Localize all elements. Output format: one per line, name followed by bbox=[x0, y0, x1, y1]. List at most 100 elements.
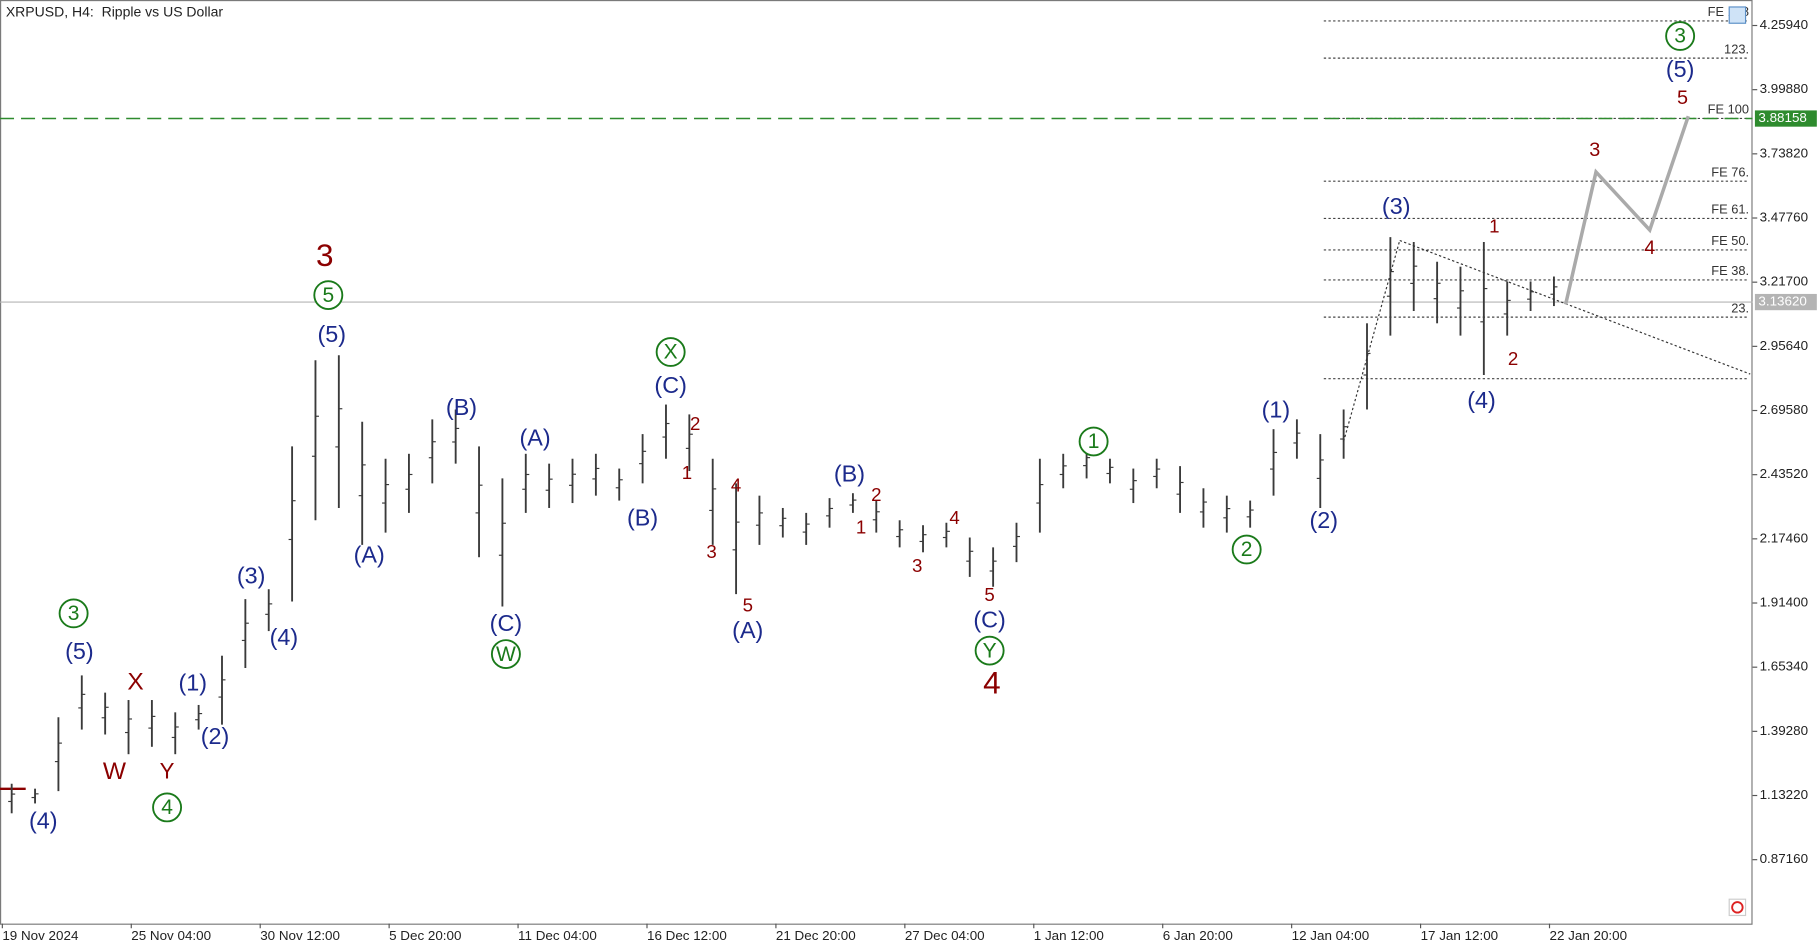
wave-circle bbox=[655, 337, 686, 367]
wave-circle bbox=[152, 792, 183, 823]
wave-label: (A) bbox=[354, 542, 385, 568]
y-tick-label: 1.65340 bbox=[1760, 659, 1808, 674]
wave-circle bbox=[974, 635, 1005, 666]
x-tick-label: 27 Dec 04:00 bbox=[905, 928, 985, 943]
wave-label: (1) bbox=[179, 669, 208, 695]
y-tick-label: 2.17460 bbox=[1760, 530, 1808, 545]
wave-label: (5) bbox=[318, 321, 347, 347]
wave-circle bbox=[1078, 426, 1109, 457]
fib-label: FE 38. bbox=[1711, 263, 1749, 278]
wave-circle bbox=[490, 639, 521, 669]
wave-label: 4 bbox=[949, 507, 959, 528]
y-tick-label: 3.21700 bbox=[1760, 274, 1808, 289]
wave-label: (2) bbox=[1309, 507, 1338, 533]
wave-label: 4 bbox=[983, 666, 1001, 701]
wave-label: 3 bbox=[1674, 25, 1686, 48]
wave-label: 3 bbox=[316, 238, 334, 273]
wave-label: (C) bbox=[490, 610, 522, 636]
wave-label: (A) bbox=[732, 617, 763, 643]
wave-label: 1 bbox=[1489, 216, 1499, 237]
wave-label: (C) bbox=[973, 607, 1005, 633]
trend-line bbox=[1399, 239, 1751, 375]
current-price-label: 3.13620 bbox=[1758, 294, 1806, 309]
x-tick-label: 6 Jan 20:00 bbox=[1163, 928, 1233, 943]
wave-label: (2) bbox=[201, 723, 230, 749]
x-tick-label: 12 Jan 04:00 bbox=[1292, 928, 1370, 943]
wave-label: X bbox=[664, 341, 678, 364]
x-tick-label: 19 Nov 2024 bbox=[2, 928, 79, 943]
x-tick-label: 16 Dec 12:00 bbox=[647, 928, 727, 943]
wave-label: (5) bbox=[1666, 56, 1695, 82]
wave-label: (A) bbox=[520, 424, 551, 450]
wave-label: 3 bbox=[1589, 139, 1600, 161]
wave-label: 5 bbox=[743, 594, 753, 615]
wave-label: (B) bbox=[627, 505, 658, 531]
wave-label: (B) bbox=[446, 394, 477, 420]
wave-label: W bbox=[103, 758, 126, 785]
forecast-path bbox=[1563, 115, 1690, 305]
wave-label: 1 bbox=[682, 462, 692, 483]
wave-label: (4) bbox=[29, 808, 58, 834]
y-tick-label: 0.87160 bbox=[1760, 851, 1808, 866]
fib-label: FE 50. bbox=[1711, 233, 1749, 248]
trend-line bbox=[1343, 240, 1401, 442]
wave-label: 3 bbox=[706, 541, 716, 562]
plot-frame bbox=[0, 0, 1753, 925]
fib-label: 123. bbox=[1724, 41, 1749, 56]
wave-label: 3 bbox=[68, 602, 80, 625]
x-tick-label: 21 Dec 20:00 bbox=[776, 928, 856, 943]
axes: 4.25940 3.99880 3.73820 3.47760 3.21700 2.956… bbox=[1, 17, 1817, 943]
y-tick-label: 2.95640 bbox=[1760, 338, 1808, 353]
wave-label: 1 bbox=[856, 517, 866, 538]
wave-label: (3) bbox=[237, 563, 266, 589]
fib-label: FE 76. bbox=[1711, 165, 1749, 180]
y-tick-label: 2.43520 bbox=[1760, 466, 1808, 481]
wave-label: 5 bbox=[1677, 87, 1688, 109]
wave-label: 3 bbox=[912, 555, 922, 576]
y-tick-label: 3.99880 bbox=[1760, 81, 1808, 96]
wave-labels: (4) (5) 3 X W Y 4 (1) (2) (3) (4) 3 5 (5) (A) (B) (C) W (A… bbox=[29, 21, 1696, 834]
target-price-box bbox=[1754, 110, 1817, 127]
wave-circle bbox=[1231, 534, 1262, 565]
x-tick-label: 17 Jan 12:00 bbox=[1421, 928, 1499, 943]
chart-title: XRPUSD, H4: Ripple vs US Dollar bbox=[6, 3, 224, 19]
y-tick-label: 3.47760 bbox=[1760, 210, 1808, 225]
y-tick-label: 1.13220 bbox=[1760, 787, 1808, 802]
wave-label: 5 bbox=[984, 584, 994, 605]
y-tick-label: 4.25940 bbox=[1760, 17, 1808, 32]
x-tick-label: 11 Dec 04:00 bbox=[518, 928, 597, 943]
wave-label: (5) bbox=[65, 638, 94, 664]
current-price-box bbox=[1754, 293, 1817, 311]
wave-label: (C) bbox=[654, 372, 686, 398]
wave-label: 4 bbox=[161, 796, 173, 819]
wave-label: 2 bbox=[1241, 538, 1253, 561]
bars bbox=[8, 237, 1558, 814]
y-tick-label: 1.91400 bbox=[1760, 595, 1808, 610]
wave-label: 5 bbox=[322, 284, 334, 307]
wave-label: (4) bbox=[1467, 387, 1496, 413]
y-tick-label: 2.69580 bbox=[1760, 402, 1808, 417]
fib-label: FE 61. bbox=[1711, 202, 1749, 217]
x-tick-label: 30 Nov 12:00 bbox=[260, 928, 340, 943]
x-tick-label: 5 Dec 20:00 bbox=[389, 928, 461, 943]
wave-label: Y bbox=[160, 758, 175, 783]
target-price-label: 3.88158 bbox=[1758, 110, 1806, 125]
wave-label: (3) bbox=[1382, 193, 1411, 219]
wave-label: (1) bbox=[1262, 396, 1291, 422]
wave-label: 2 bbox=[690, 413, 700, 434]
fib-label: FE 100 bbox=[1708, 102, 1749, 117]
x-tick-label: 22 Jan 20:00 bbox=[1550, 928, 1628, 943]
wave-circle bbox=[313, 280, 344, 310]
wave-label: Y bbox=[983, 639, 997, 662]
wave-circle bbox=[58, 598, 89, 629]
wave-label: 2 bbox=[1508, 348, 1518, 369]
toolbar-icon[interactable] bbox=[1728, 6, 1747, 24]
x-tick-label: 1 Jan 12:00 bbox=[1034, 928, 1104, 943]
y-tick-label: 1.39280 bbox=[1760, 723, 1808, 738]
wave-circle bbox=[1665, 21, 1696, 51]
wave-label: 4 bbox=[1644, 237, 1655, 259]
y-tick-label: 3.73820 bbox=[1760, 145, 1808, 160]
